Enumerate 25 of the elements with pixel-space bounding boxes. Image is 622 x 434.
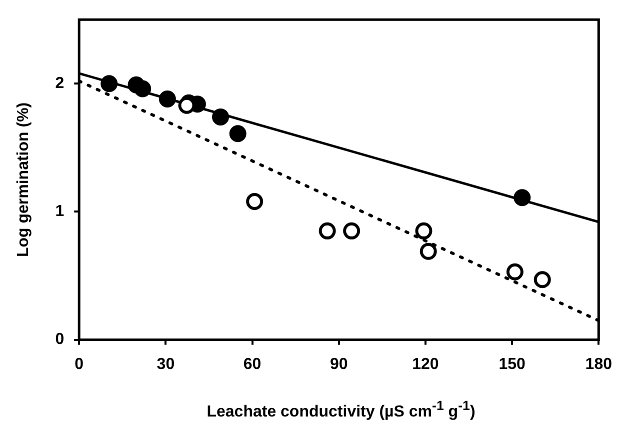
x-axis-title: Leachate conductivity (µS cm$^{-1}$ g$^{-1}$) bbox=[206, 398, 476, 422]
y-tick-label: 0 bbox=[55, 331, 64, 348]
point bbox=[506, 263, 524, 280]
y-tick-label: 2 bbox=[55, 75, 64, 92]
x-tick-label: 90 bbox=[330, 356, 348, 373]
point bbox=[318, 222, 336, 240]
point bbox=[212, 108, 230, 126]
point bbox=[100, 75, 118, 92]
point bbox=[420, 242, 437, 260]
x-tick-label: 120 bbox=[412, 356, 439, 373]
point bbox=[158, 90, 176, 108]
y-axis-title: Log germination (%) bbox=[15, 102, 32, 258]
point bbox=[134, 80, 152, 98]
point bbox=[415, 222, 432, 240]
point bbox=[246, 192, 264, 210]
point bbox=[514, 189, 531, 206]
x-tick-label: 0 bbox=[74, 356, 84, 373]
point bbox=[343, 222, 360, 240]
point bbox=[229, 125, 246, 142]
x-tick-label: 150 bbox=[498, 356, 526, 373]
x-tick-label: 60 bbox=[243, 356, 262, 373]
x-tick-label: 180 bbox=[585, 356, 612, 373]
point bbox=[534, 271, 551, 288]
x-tick-label: 30 bbox=[156, 356, 175, 373]
y-tick-label: 1 bbox=[55, 203, 64, 220]
